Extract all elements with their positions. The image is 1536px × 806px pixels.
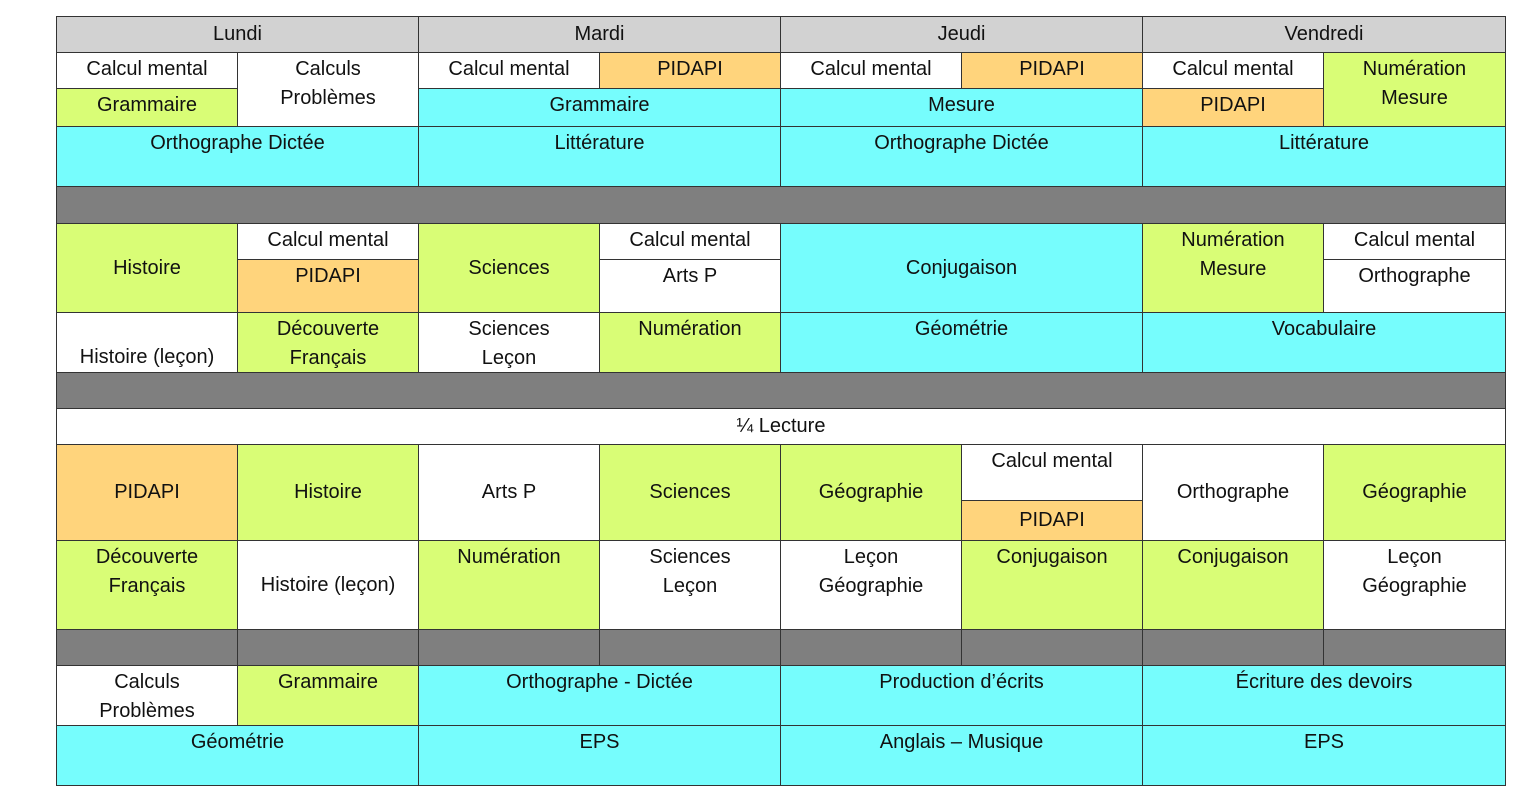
break-cell	[237, 629, 419, 666]
timetable-cell: Calcul mental	[1142, 52, 1324, 89]
break-cell	[961, 629, 1143, 666]
timetable-cell: Géométrie	[56, 725, 419, 786]
timetable-cell: Histoire	[237, 444, 419, 541]
timetable-cell: Orthographe	[1142, 444, 1324, 541]
timetable-cell: Géographie	[780, 444, 962, 541]
timetable-cell: Arts P	[599, 259, 781, 313]
timetable-cell: Calcul mental	[56, 52, 238, 89]
break-cell	[1323, 629, 1506, 666]
day-header: Vendredi	[1142, 16, 1506, 53]
timetable-cell: Production d’écrits	[780, 665, 1143, 726]
timetable-cell: Histoire	[56, 223, 238, 313]
timetable-cell: EPS	[418, 725, 781, 786]
timetable-cell: Orthographe Dictée	[56, 126, 419, 187]
timetable-cell: Anglais – Musique	[780, 725, 1143, 786]
timetable-cell: Mesure	[780, 88, 1143, 127]
day-header: Jeudi	[780, 16, 1143, 53]
timetable-cell: Numération Mesure	[1323, 52, 1506, 127]
break-cell	[418, 629, 600, 666]
timetable-cell: Calcul mental	[780, 52, 962, 89]
break-row	[56, 372, 1506, 409]
timetable-cell: PIDAPI	[1142, 88, 1324, 127]
timetable-cell: Orthographe Dictée	[780, 126, 1143, 187]
timetable-cell: Géométrie	[780, 312, 1143, 373]
timetable-cell: PIDAPI	[56, 444, 238, 541]
timetable-cell: Calcul mental	[599, 223, 781, 260]
timetable-cell: Numération Mesure	[1142, 223, 1324, 313]
timetable-cell: Calculs Problèmes	[56, 665, 238, 726]
break-cell	[1142, 629, 1324, 666]
timetable-cell: ¼ Lecture	[56, 408, 1506, 445]
day-header: Lundi	[56, 16, 419, 53]
timetable-cell: PIDAPI	[599, 52, 781, 89]
day-header: Mardi	[418, 16, 781, 53]
timetable-cell: Calculs Problèmes	[237, 52, 419, 127]
timetable-cell: Arts P	[418, 444, 600, 541]
timetable-cell: Calcul mental	[1323, 223, 1506, 260]
break-cell	[599, 629, 781, 666]
timetable-cell: Sciences	[599, 444, 781, 541]
timetable-cell: PIDAPI	[961, 500, 1143, 541]
break-cell	[780, 629, 962, 666]
break-cell	[56, 629, 238, 666]
break-row	[56, 186, 1506, 224]
timetable-cell: Histoire (leçon)	[56, 312, 238, 373]
timetable-cell: Grammaire	[418, 88, 781, 127]
timetable-cell: Vocabulaire	[1142, 312, 1506, 373]
timetable-cell: Géographie	[1323, 444, 1506, 541]
timetable-cell: Sciences	[418, 223, 600, 313]
timetable-cell: Orthographe - Dictée	[418, 665, 781, 726]
timetable-cell: Littérature	[418, 126, 781, 187]
timetable-cell: Numération	[599, 312, 781, 373]
timetable-cell: Sciences Leçon	[418, 312, 600, 373]
timetable-cell: Grammaire	[237, 665, 419, 726]
timetable-cell: PIDAPI	[237, 259, 419, 313]
timetable-cell: Littérature	[1142, 126, 1506, 187]
timetable-cell: Histoire (leçon)	[237, 540, 419, 630]
timetable-cell: Calcul mental	[418, 52, 600, 89]
timetable-cell: Découverte Français	[56, 540, 238, 630]
timetable-cell: PIDAPI	[961, 52, 1143, 89]
timetable-cell: Écriture des devoirs	[1142, 665, 1506, 726]
timetable-cell: Numération	[418, 540, 600, 630]
timetable-cell: Conjugaison	[961, 540, 1143, 630]
timetable-cell: Conjugaison	[780, 223, 1143, 313]
timetable-cell: Leçon Géographie	[780, 540, 962, 630]
timetable-cell: Conjugaison	[1142, 540, 1324, 630]
timetable-cell: Calcul mental	[961, 444, 1143, 501]
timetable-cell: Calcul mental	[237, 223, 419, 260]
timetable-cell: Grammaire	[56, 88, 238, 127]
timetable-cell: Orthographe	[1323, 259, 1506, 313]
timetable-cell: Leçon Géographie	[1323, 540, 1506, 630]
timetable-cell: Découverte Français	[237, 312, 419, 373]
timetable-cell: Sciences Leçon	[599, 540, 781, 630]
timetable-cell: EPS	[1142, 725, 1506, 786]
